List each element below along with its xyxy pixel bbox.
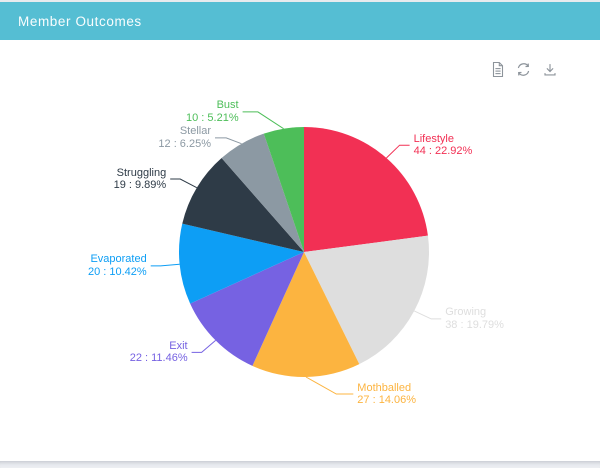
label-line-growing — [413, 310, 442, 320]
label-line-stellar — [215, 137, 242, 145]
page-top-edge — [0, 0, 600, 2]
document-icon[interactable] — [489, 60, 506, 78]
label-line-evaporated — [150, 263, 180, 267]
pie-slice-stellar[interactable] — [221, 133, 304, 252]
pie-svg — [150, 111, 442, 395]
chart-panel: Lifestyle 44 : 22.92% Growing 38 : 19.79% Mo… — [0, 40, 600, 461]
download-icon[interactable] — [541, 60, 558, 78]
pie-chart: Lifestyle 44 : 22.92% Growing 38 : 19.79% Mo… — [0, 40, 600, 461]
label-line-bust — [242, 111, 284, 130]
pie-slice-growing[interactable] — [304, 235, 430, 365]
pie-slice-exit[interactable] — [190, 252, 304, 366]
label-line-mothballed — [305, 376, 354, 395]
page-background — [0, 461, 600, 468]
pie-slice-lifestyle[interactable] — [304, 127, 428, 252]
label-line-struggling — [170, 178, 198, 189]
panel-title: Member Outcomes — [18, 13, 142, 29]
pie-slice-struggling[interactable] — [182, 158, 304, 252]
label-line-lifestyle — [386, 144, 410, 159]
pie-slice-bust[interactable] — [263, 127, 304, 252]
pie-slice-mothballed[interactable] — [252, 252, 360, 378]
chart-toolbar — [489, 60, 558, 78]
pie-slice-evaporated[interactable] — [179, 223, 304, 304]
label-line-exit — [191, 340, 216, 353]
refresh-icon[interactable] — [515, 60, 532, 78]
panel-header: Member Outcomes — [0, 2, 600, 40]
